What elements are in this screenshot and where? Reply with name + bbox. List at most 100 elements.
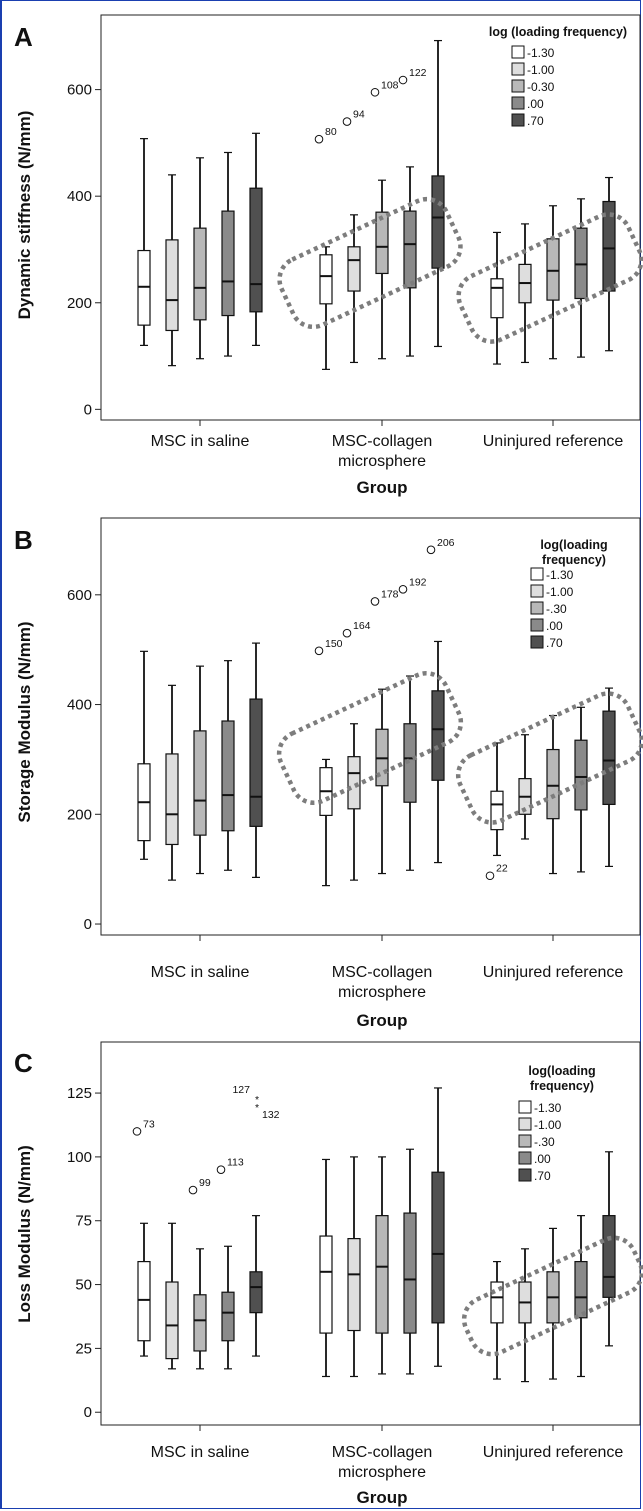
box-b-g0-s2 bbox=[193, 665, 207, 875]
outlier-label: 99 bbox=[199, 1177, 211, 1189]
outlier-label: 164 bbox=[353, 620, 371, 632]
panel-letter: C bbox=[14, 1048, 33, 1078]
box-c-g0-s4 bbox=[249, 1215, 263, 1357]
outlier-star: * bbox=[255, 1102, 259, 1114]
y-tick-label: 0 bbox=[84, 401, 92, 418]
legend-swatch bbox=[530, 601, 544, 615]
box-a-g2-s3 bbox=[574, 198, 588, 358]
box-b-g1-s2 bbox=[375, 688, 389, 875]
outlier-label: 108 bbox=[381, 79, 399, 91]
panel-letter: B bbox=[14, 525, 33, 555]
x-axis-title: Group bbox=[357, 1011, 408, 1030]
highlight-region bbox=[277, 196, 463, 330]
highlight-region bbox=[455, 691, 643, 825]
box-c-g2-s0 bbox=[490, 1260, 504, 1380]
box-b-g1-s1 bbox=[347, 723, 361, 881]
plot-area bbox=[100, 14, 641, 421]
box-c-g0-s0 bbox=[137, 1222, 151, 1357]
box-iqr bbox=[249, 698, 263, 827]
box-b-g1-s4 bbox=[431, 640, 445, 864]
legend-swatch bbox=[518, 1117, 532, 1131]
box-iqr bbox=[249, 187, 263, 313]
box-iqr bbox=[165, 1281, 179, 1360]
box-iqr bbox=[193, 227, 207, 321]
legend-entry: -.30 bbox=[546, 602, 567, 616]
box-a-g1-s0 bbox=[319, 246, 333, 370]
legend-swatch bbox=[511, 45, 525, 59]
legend-entry: .00 bbox=[546, 619, 563, 633]
legend-swatch bbox=[511, 96, 525, 110]
box-iqr bbox=[431, 690, 445, 781]
box-iqr bbox=[165, 753, 179, 846]
box-iqr bbox=[574, 739, 588, 811]
legend-swatch bbox=[518, 1151, 532, 1165]
outlier-label: 73 bbox=[143, 1118, 155, 1130]
x-group-label-line: Uninjured reference bbox=[483, 1444, 624, 1461]
y-tick-label: 125 bbox=[67, 1085, 92, 1102]
box-c-g1-s4 bbox=[431, 1087, 445, 1367]
y-axis-label: Storage Modulus (N/mm) bbox=[15, 621, 34, 822]
outlier-point bbox=[216, 1165, 226, 1174]
outlier-label: 178 bbox=[381, 588, 399, 600]
box-b-g0-s4 bbox=[249, 642, 263, 878]
box-c-g2-s1 bbox=[518, 1248, 532, 1383]
outlier-point bbox=[342, 117, 352, 126]
box-iqr bbox=[490, 278, 504, 319]
x-group-label: MSC in saline bbox=[151, 1444, 250, 1461]
legend-entry: -1.30 bbox=[527, 46, 555, 60]
box-b-g0-s3 bbox=[221, 660, 235, 871]
outlier-point bbox=[398, 585, 408, 594]
plot-area bbox=[100, 517, 641, 936]
x-group-label-line: Uninjured reference bbox=[483, 964, 624, 981]
legend-entry: -1.30 bbox=[534, 1101, 562, 1115]
box-iqr bbox=[221, 1291, 235, 1342]
legend-entry: -1.00 bbox=[527, 63, 555, 77]
box-b-g2-s2 bbox=[546, 714, 560, 875]
box-iqr bbox=[137, 249, 151, 326]
y-tick-label: 25 bbox=[75, 1340, 92, 1357]
y-axis-label: Dynamic stiffness (N/mm) bbox=[15, 111, 34, 320]
x-group-label-line: MSC in saline bbox=[151, 964, 250, 981]
x-group-label-line: MSC in saline bbox=[151, 433, 250, 450]
box-iqr bbox=[221, 210, 235, 317]
x-group-label: MSC-collagen microsphere bbox=[332, 433, 432, 470]
y-tick-label: 100 bbox=[67, 1149, 92, 1166]
x-group-label: MSC-collagen microsphere bbox=[332, 964, 432, 1001]
box-a-g1-s2 bbox=[375, 179, 389, 360]
legend-entry: .70 bbox=[527, 114, 544, 128]
box-a-g2-s0 bbox=[490, 231, 504, 365]
box-c-g1-s2 bbox=[375, 1156, 389, 1375]
legend-entry: .70 bbox=[546, 636, 563, 650]
chart-panel-b: B Storage Modulus (N/mm) 0 200 400 600 MSC in … bbox=[14, 517, 643, 1030]
box-b-g1-s3 bbox=[403, 675, 417, 871]
legend-swatch bbox=[530, 618, 544, 632]
legend-entry: -0.30 bbox=[527, 80, 555, 94]
outlier-point bbox=[426, 545, 436, 555]
panel-letter: A bbox=[14, 22, 33, 52]
legend-entry: .00 bbox=[527, 97, 544, 111]
y-tick-label: 0 bbox=[84, 1404, 92, 1421]
x-group-label-line: Uninjured reference bbox=[483, 433, 624, 450]
x-group-label: Uninjured reference bbox=[483, 1444, 624, 1461]
box-c-g0-s1 bbox=[165, 1222, 179, 1370]
y-tick-label: 0 bbox=[84, 916, 92, 933]
box-b-g2-s4 bbox=[602, 687, 616, 868]
box-b-g1-s0 bbox=[319, 758, 333, 887]
box-iqr bbox=[403, 723, 417, 803]
y-tick-label: 50 bbox=[75, 1277, 92, 1294]
outlier-point bbox=[188, 1185, 198, 1195]
box-b-g0-s0 bbox=[137, 650, 151, 860]
legend-title: log(loading bbox=[528, 1064, 595, 1078]
legend-entry: .00 bbox=[534, 1152, 551, 1166]
x-group-label-line: MSC-collagen bbox=[332, 964, 432, 981]
outlier-point bbox=[485, 871, 495, 881]
plot-area bbox=[100, 1041, 641, 1426]
outlier-point bbox=[370, 597, 380, 606]
y-tick-label: 75 bbox=[75, 1213, 92, 1230]
box-iqr bbox=[249, 1271, 263, 1314]
legend-swatch bbox=[530, 635, 544, 649]
legend-title: log(loading bbox=[540, 538, 607, 552]
legend-swatch bbox=[530, 567, 544, 581]
legend: log (loading frequency) -1.30 -1.00 -0.30 .0… bbox=[489, 25, 627, 128]
